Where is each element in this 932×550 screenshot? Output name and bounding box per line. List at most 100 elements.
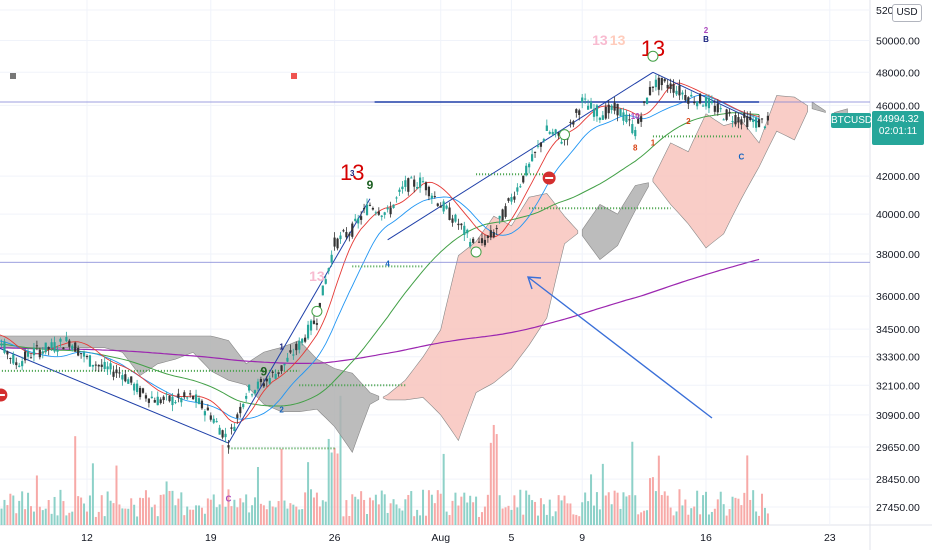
candle-body (746, 116, 749, 128)
candle-body (713, 105, 716, 112)
volume-bar (156, 516, 159, 525)
volume-bar (345, 500, 348, 525)
time-axis[interactable]: 12 19 26 Aug 5 9 16 23 (81, 532, 836, 544)
candle-body (448, 207, 451, 220)
volume-bar (728, 509, 731, 525)
time-tick-label: 9 (579, 532, 585, 544)
candle-body (245, 395, 248, 399)
sequence-count-label: 13 (592, 32, 608, 48)
sell-signal-dash (545, 176, 554, 179)
candle-body (133, 383, 136, 391)
candle-body (301, 338, 304, 343)
volume-bar (628, 495, 631, 525)
cloud-segment (581, 182, 649, 261)
volume-bar (91, 463, 94, 525)
volume-bar (451, 500, 454, 525)
candle-body (557, 132, 560, 136)
candle-body (701, 105, 705, 107)
volume-bar (495, 434, 498, 525)
candle-body (398, 189, 401, 192)
candle-body (510, 197, 513, 202)
candle-body (725, 109, 728, 120)
volume-bar (604, 495, 607, 525)
volume-bar (687, 514, 690, 525)
candle-body (542, 139, 545, 141)
price-tick-label: 30900.00 (876, 410, 920, 422)
volume-bar (212, 494, 215, 525)
volume-bar (610, 504, 613, 525)
candle-body (466, 229, 469, 234)
candle-body (150, 396, 153, 399)
candle-body (88, 355, 92, 367)
volume-bar (705, 491, 707, 525)
volume-bar (713, 508, 716, 525)
volume-bar (504, 507, 507, 525)
candle-body (737, 117, 740, 123)
volume-bar (681, 505, 684, 525)
candle-body (18, 365, 21, 367)
candle-body (410, 177, 413, 179)
volume-bar (581, 502, 584, 525)
candle-body (103, 361, 106, 370)
candle-body (168, 395, 171, 402)
candle-body (483, 239, 487, 246)
volume-bar (12, 495, 15, 525)
candle-body (80, 353, 83, 355)
candle-body (601, 115, 604, 120)
corner-marker-icon (10, 73, 16, 79)
sequence-count-label: 13 (340, 160, 364, 185)
volume-bar (139, 497, 142, 525)
candle-body (348, 233, 351, 236)
candle-body (336, 238, 339, 249)
volume-bar (327, 438, 330, 525)
candle-body (377, 211, 380, 215)
volume-bar (41, 510, 44, 525)
volume-bar (44, 508, 47, 525)
volume-bar (640, 512, 643, 525)
volume-bar (548, 499, 551, 525)
candle-body (365, 204, 369, 216)
candle-body (324, 279, 327, 284)
volume-bar (622, 492, 625, 525)
volume-bar (710, 511, 713, 525)
candle-body (752, 119, 755, 123)
candle-body (734, 114, 737, 125)
candle-body (265, 378, 268, 382)
candle-body (743, 113, 746, 118)
candle-body (374, 212, 377, 214)
candle-body (295, 343, 298, 351)
volume-bar (749, 499, 752, 525)
candle-body (643, 101, 646, 103)
candle-body (663, 79, 666, 82)
candle-body (424, 182, 428, 191)
volume-bar (554, 511, 557, 525)
last-price-label: 44994.32 02:01:11 (872, 111, 924, 145)
time-tick-label: 16 (700, 532, 712, 544)
volume-bar (354, 496, 357, 525)
candle-body (192, 395, 195, 400)
candle-body (463, 225, 466, 235)
candle-body (321, 285, 324, 296)
sequence-count-label: 9 (367, 178, 374, 192)
volume-bar (651, 477, 654, 525)
candle-body (525, 165, 528, 176)
volume-bar (118, 504, 121, 525)
volume-bar (413, 516, 416, 525)
candle-body (12, 354, 15, 364)
candle-body (15, 362, 18, 366)
volume-bar (29, 506, 32, 525)
candle-body (236, 414, 239, 418)
volume-bar (513, 495, 516, 525)
candle-body (604, 106, 607, 119)
volume-bar (336, 453, 339, 525)
candle-body (74, 342, 77, 352)
currency-badge[interactable]: USD (892, 4, 922, 22)
volume-bar (97, 511, 100, 525)
volume-bar (646, 510, 649, 525)
volume-bar (663, 491, 666, 525)
candle-body (0, 343, 3, 346)
volume-bar (719, 491, 722, 525)
candle-body (548, 132, 551, 134)
volume-bar (410, 491, 413, 525)
